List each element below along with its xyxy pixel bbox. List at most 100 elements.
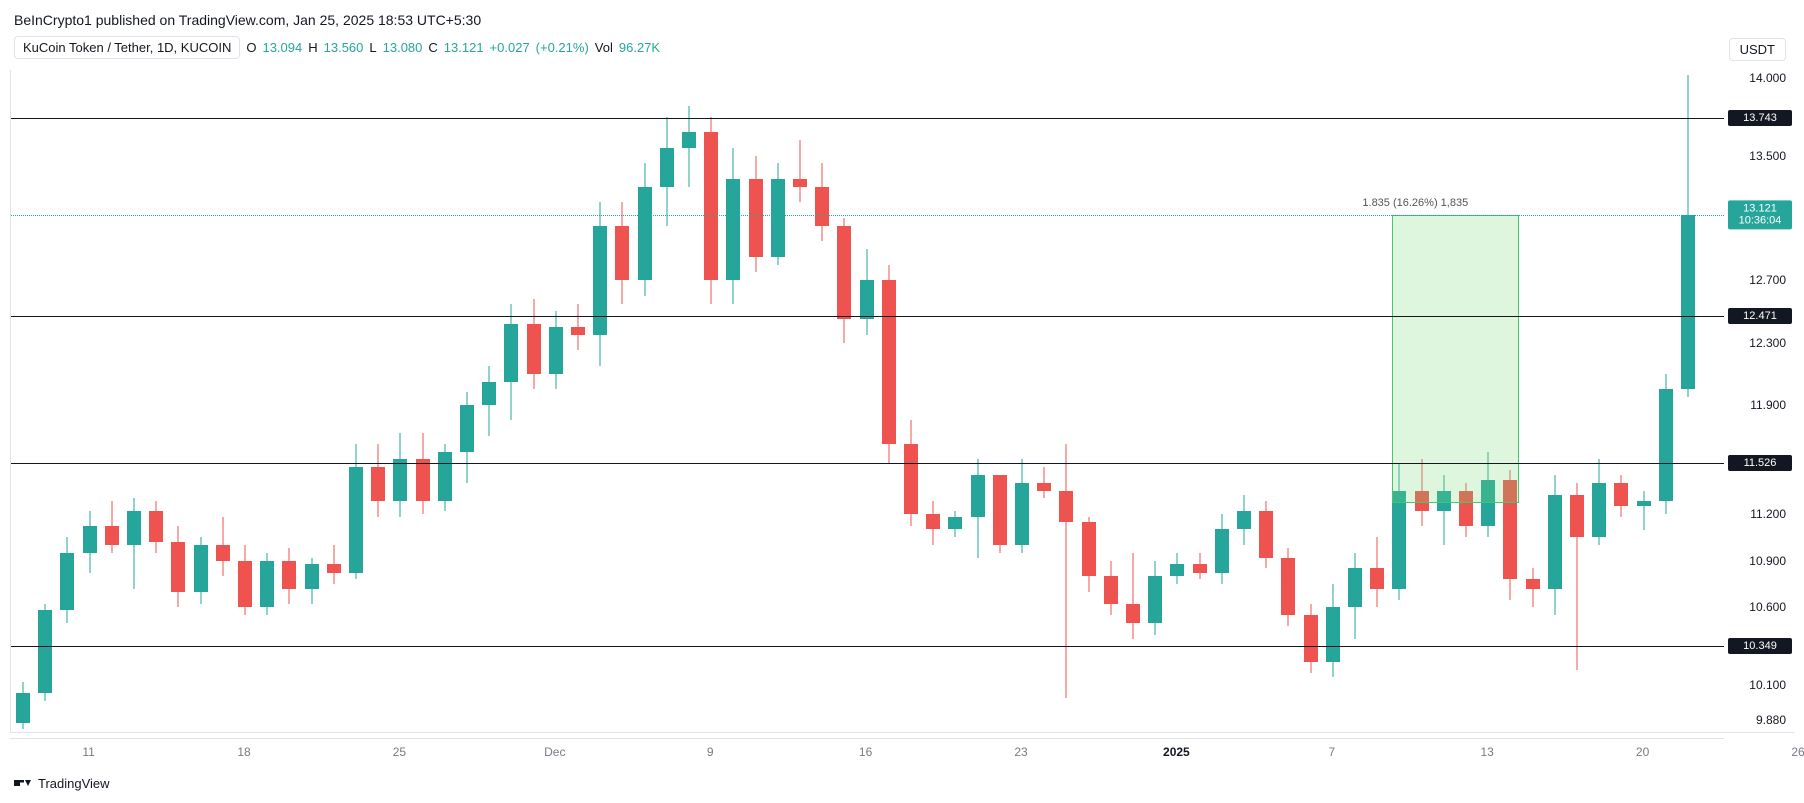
- x-tick-label: 2025: [1163, 745, 1190, 759]
- candle-body: [194, 545, 208, 592]
- candle[interactable]: [882, 265, 896, 464]
- candle[interactable]: [926, 501, 940, 545]
- candle-body: [1304, 615, 1318, 662]
- candle-body: [1215, 529, 1229, 573]
- candle[interactable]: [305, 558, 319, 605]
- candle[interactable]: [571, 304, 585, 351]
- candle[interactable]: [1659, 374, 1673, 514]
- candle[interactable]: [482, 366, 496, 436]
- candle[interactable]: [438, 444, 452, 511]
- candle[interactable]: [615, 202, 629, 303]
- candle[interactable]: [1681, 75, 1695, 397]
- candle[interactable]: [282, 548, 296, 604]
- horizontal-line[interactable]: [11, 118, 1724, 119]
- candle[interactable]: [1526, 568, 1540, 607]
- candle[interactable]: [105, 501, 119, 552]
- y-axis: 14.00013.50012.70012.30011.90011.20010.9…: [1724, 70, 1794, 732]
- chart-plot-area[interactable]: 1.835 (16.26%) 1,835: [11, 70, 1724, 732]
- candle[interactable]: [1215, 514, 1229, 584]
- candle-body: [815, 187, 829, 226]
- horizontal-line[interactable]: [11, 463, 1724, 464]
- candle[interactable]: [593, 202, 607, 366]
- candle[interactable]: [393, 433, 407, 517]
- x-tick-label: 25: [393, 745, 406, 759]
- candle[interactable]: [860, 249, 874, 335]
- candle[interactable]: [83, 511, 97, 573]
- y-tick-label: 9.880: [1756, 713, 1786, 727]
- candle[interactable]: [371, 444, 385, 517]
- candle[interactable]: [726, 148, 740, 304]
- candle[interactable]: [549, 311, 563, 389]
- candle[interactable]: [1037, 467, 1051, 498]
- candle[interactable]: [1126, 553, 1140, 639]
- candle-body: [1548, 495, 1562, 588]
- candle[interactable]: [1059, 444, 1073, 698]
- candle[interactable]: [171, 526, 185, 607]
- candle[interactable]: [1570, 483, 1584, 670]
- candle-body: [1570, 495, 1584, 537]
- y-tick-label: 14.000: [1749, 71, 1786, 85]
- candle[interactable]: [327, 545, 341, 584]
- change-pct: (+0.21%): [536, 40, 589, 55]
- candle-body: [1392, 491, 1406, 589]
- candle[interactable]: [349, 444, 363, 580]
- price-chart[interactable]: 1.835 (16.26%) 1,835 14.00013.50012.7001…: [10, 70, 1794, 733]
- candle-body: [171, 542, 185, 592]
- candle[interactable]: [194, 537, 208, 604]
- candle-wick: [1066, 444, 1067, 698]
- candle[interactable]: [1082, 517, 1096, 592]
- candle[interactable]: [1104, 561, 1118, 616]
- candle[interactable]: [527, 299, 541, 389]
- candle-body: [327, 564, 341, 573]
- candle[interactable]: [1326, 584, 1340, 677]
- candle[interactable]: [460, 392, 474, 482]
- candle[interactable]: [1614, 475, 1628, 517]
- candle[interactable]: [238, 545, 252, 615]
- candle[interactable]: [504, 304, 518, 421]
- ohlc-c-label: C: [428, 40, 437, 55]
- candle[interactable]: [1304, 604, 1318, 673]
- candle[interactable]: [1148, 561, 1162, 636]
- candle[interactable]: [260, 553, 274, 615]
- quote-currency-badge[interactable]: USDT: [1729, 38, 1786, 61]
- candle[interactable]: [815, 163, 829, 241]
- candle[interactable]: [1370, 537, 1384, 607]
- candle[interactable]: [1548, 475, 1562, 615]
- candle[interactable]: [904, 420, 918, 526]
- candle[interactable]: [149, 501, 163, 552]
- current-price-tag: 13.12110:36:04: [1728, 200, 1792, 229]
- ohlc-o-value: 13.094: [262, 40, 302, 55]
- candle[interactable]: [948, 511, 962, 537]
- candle[interactable]: [1592, 459, 1606, 545]
- candle[interactable]: [1015, 459, 1029, 552]
- candle[interactable]: [16, 682, 30, 729]
- pair-selector[interactable]: KuCoin Token / Tether, 1D, KUCOIN: [14, 36, 240, 59]
- candle[interactable]: [660, 117, 674, 226]
- price-level-tag: 13.743: [1728, 110, 1792, 126]
- horizontal-line[interactable]: [11, 646, 1724, 647]
- candle[interactable]: [1170, 553, 1184, 584]
- candle[interactable]: [1637, 491, 1651, 530]
- candle[interactable]: [993, 480, 1007, 553]
- x-tick-label: 18: [237, 745, 250, 759]
- candle[interactable]: [971, 459, 985, 557]
- y-tick-label: 10.600: [1749, 600, 1786, 614]
- candle[interactable]: [60, 537, 74, 623]
- candle[interactable]: [837, 218, 851, 343]
- horizontal-line[interactable]: [11, 316, 1724, 317]
- candle-body: [638, 187, 652, 280]
- candle[interactable]: [638, 163, 652, 295]
- candle[interactable]: [416, 433, 430, 514]
- candle[interactable]: [793, 140, 807, 202]
- measure-box[interactable]: [1392, 215, 1519, 503]
- candle[interactable]: [704, 117, 718, 304]
- candle[interactable]: [1237, 495, 1251, 545]
- candle[interactable]: [127, 498, 141, 588]
- candle[interactable]: [1281, 548, 1295, 626]
- candle[interactable]: [1348, 553, 1362, 639]
- candle[interactable]: [1259, 501, 1273, 568]
- candle[interactable]: [216, 517, 230, 576]
- candle[interactable]: [38, 604, 52, 701]
- y-tick-label: 10.100: [1749, 678, 1786, 692]
- candle[interactable]: [1193, 553, 1207, 579]
